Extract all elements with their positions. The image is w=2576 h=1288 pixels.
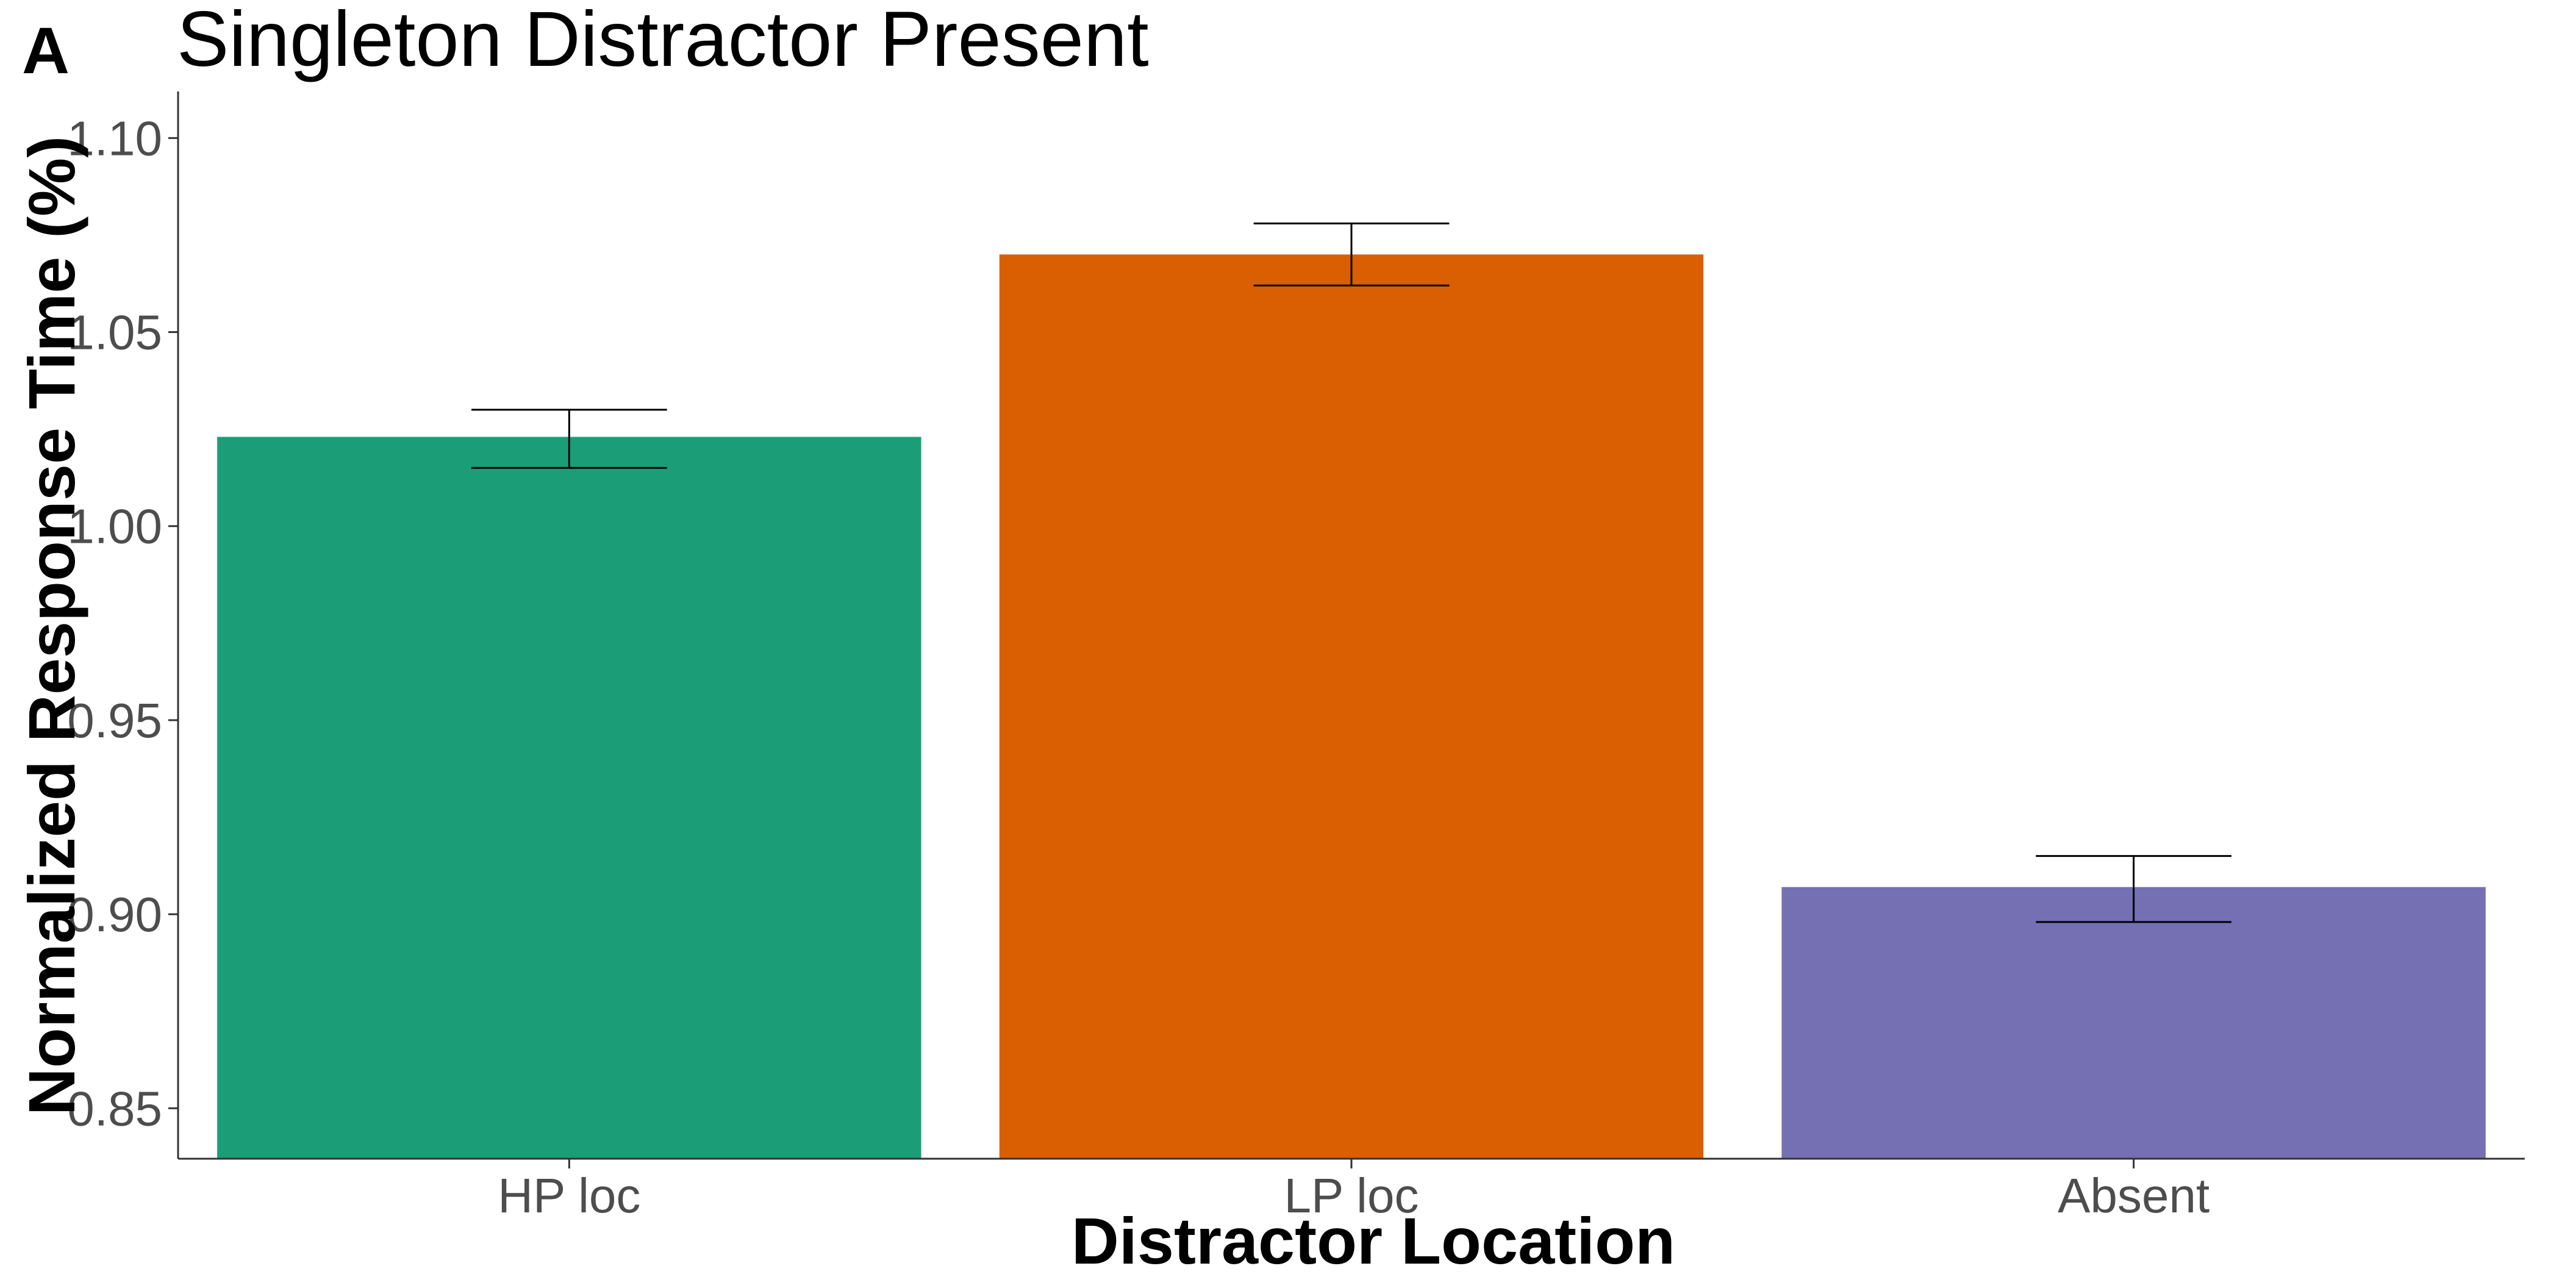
y-axis-title: Normalized Response Time (%) [15,136,88,1115]
y-ticks-layer: 0.85 0.90 0.95 1.00 1.05 1.10 [67,111,178,1136]
y-tick-label: 1.00 [67,499,162,554]
error-bar-lp-loc [1253,222,1450,287]
x-tick-label-hp-loc: HP loc [498,1168,640,1223]
bar-lp-loc [999,254,1704,1159]
bar-hp-loc [217,437,921,1159]
error-bar-absent [2036,855,2231,923]
x-axis-title: Distractor Location [1072,1204,1675,1278]
y-tick-label: 0.90 [67,887,162,942]
x-tick-label-absent: Absent [2058,1168,2209,1223]
y-tick-label: 0.85 [67,1081,162,1136]
bar-absent [1781,887,2486,1159]
chart-title: Singleton Distractor Present [177,0,1149,83]
y-tick-label: 1.05 [67,306,162,360]
x-tick-label-lp-loc: LP loc [1284,1168,1419,1223]
error-bars-layer [471,222,2231,923]
x-ticks-layer: HP loc LP loc Absent [498,1159,2209,1223]
panel-label: A [22,13,70,87]
y-tick-label: 0.95 [67,693,162,748]
y-tick-label: 1.10 [67,111,162,165]
bars-layer [217,254,2486,1159]
error-bar-hp-loc [471,409,667,469]
